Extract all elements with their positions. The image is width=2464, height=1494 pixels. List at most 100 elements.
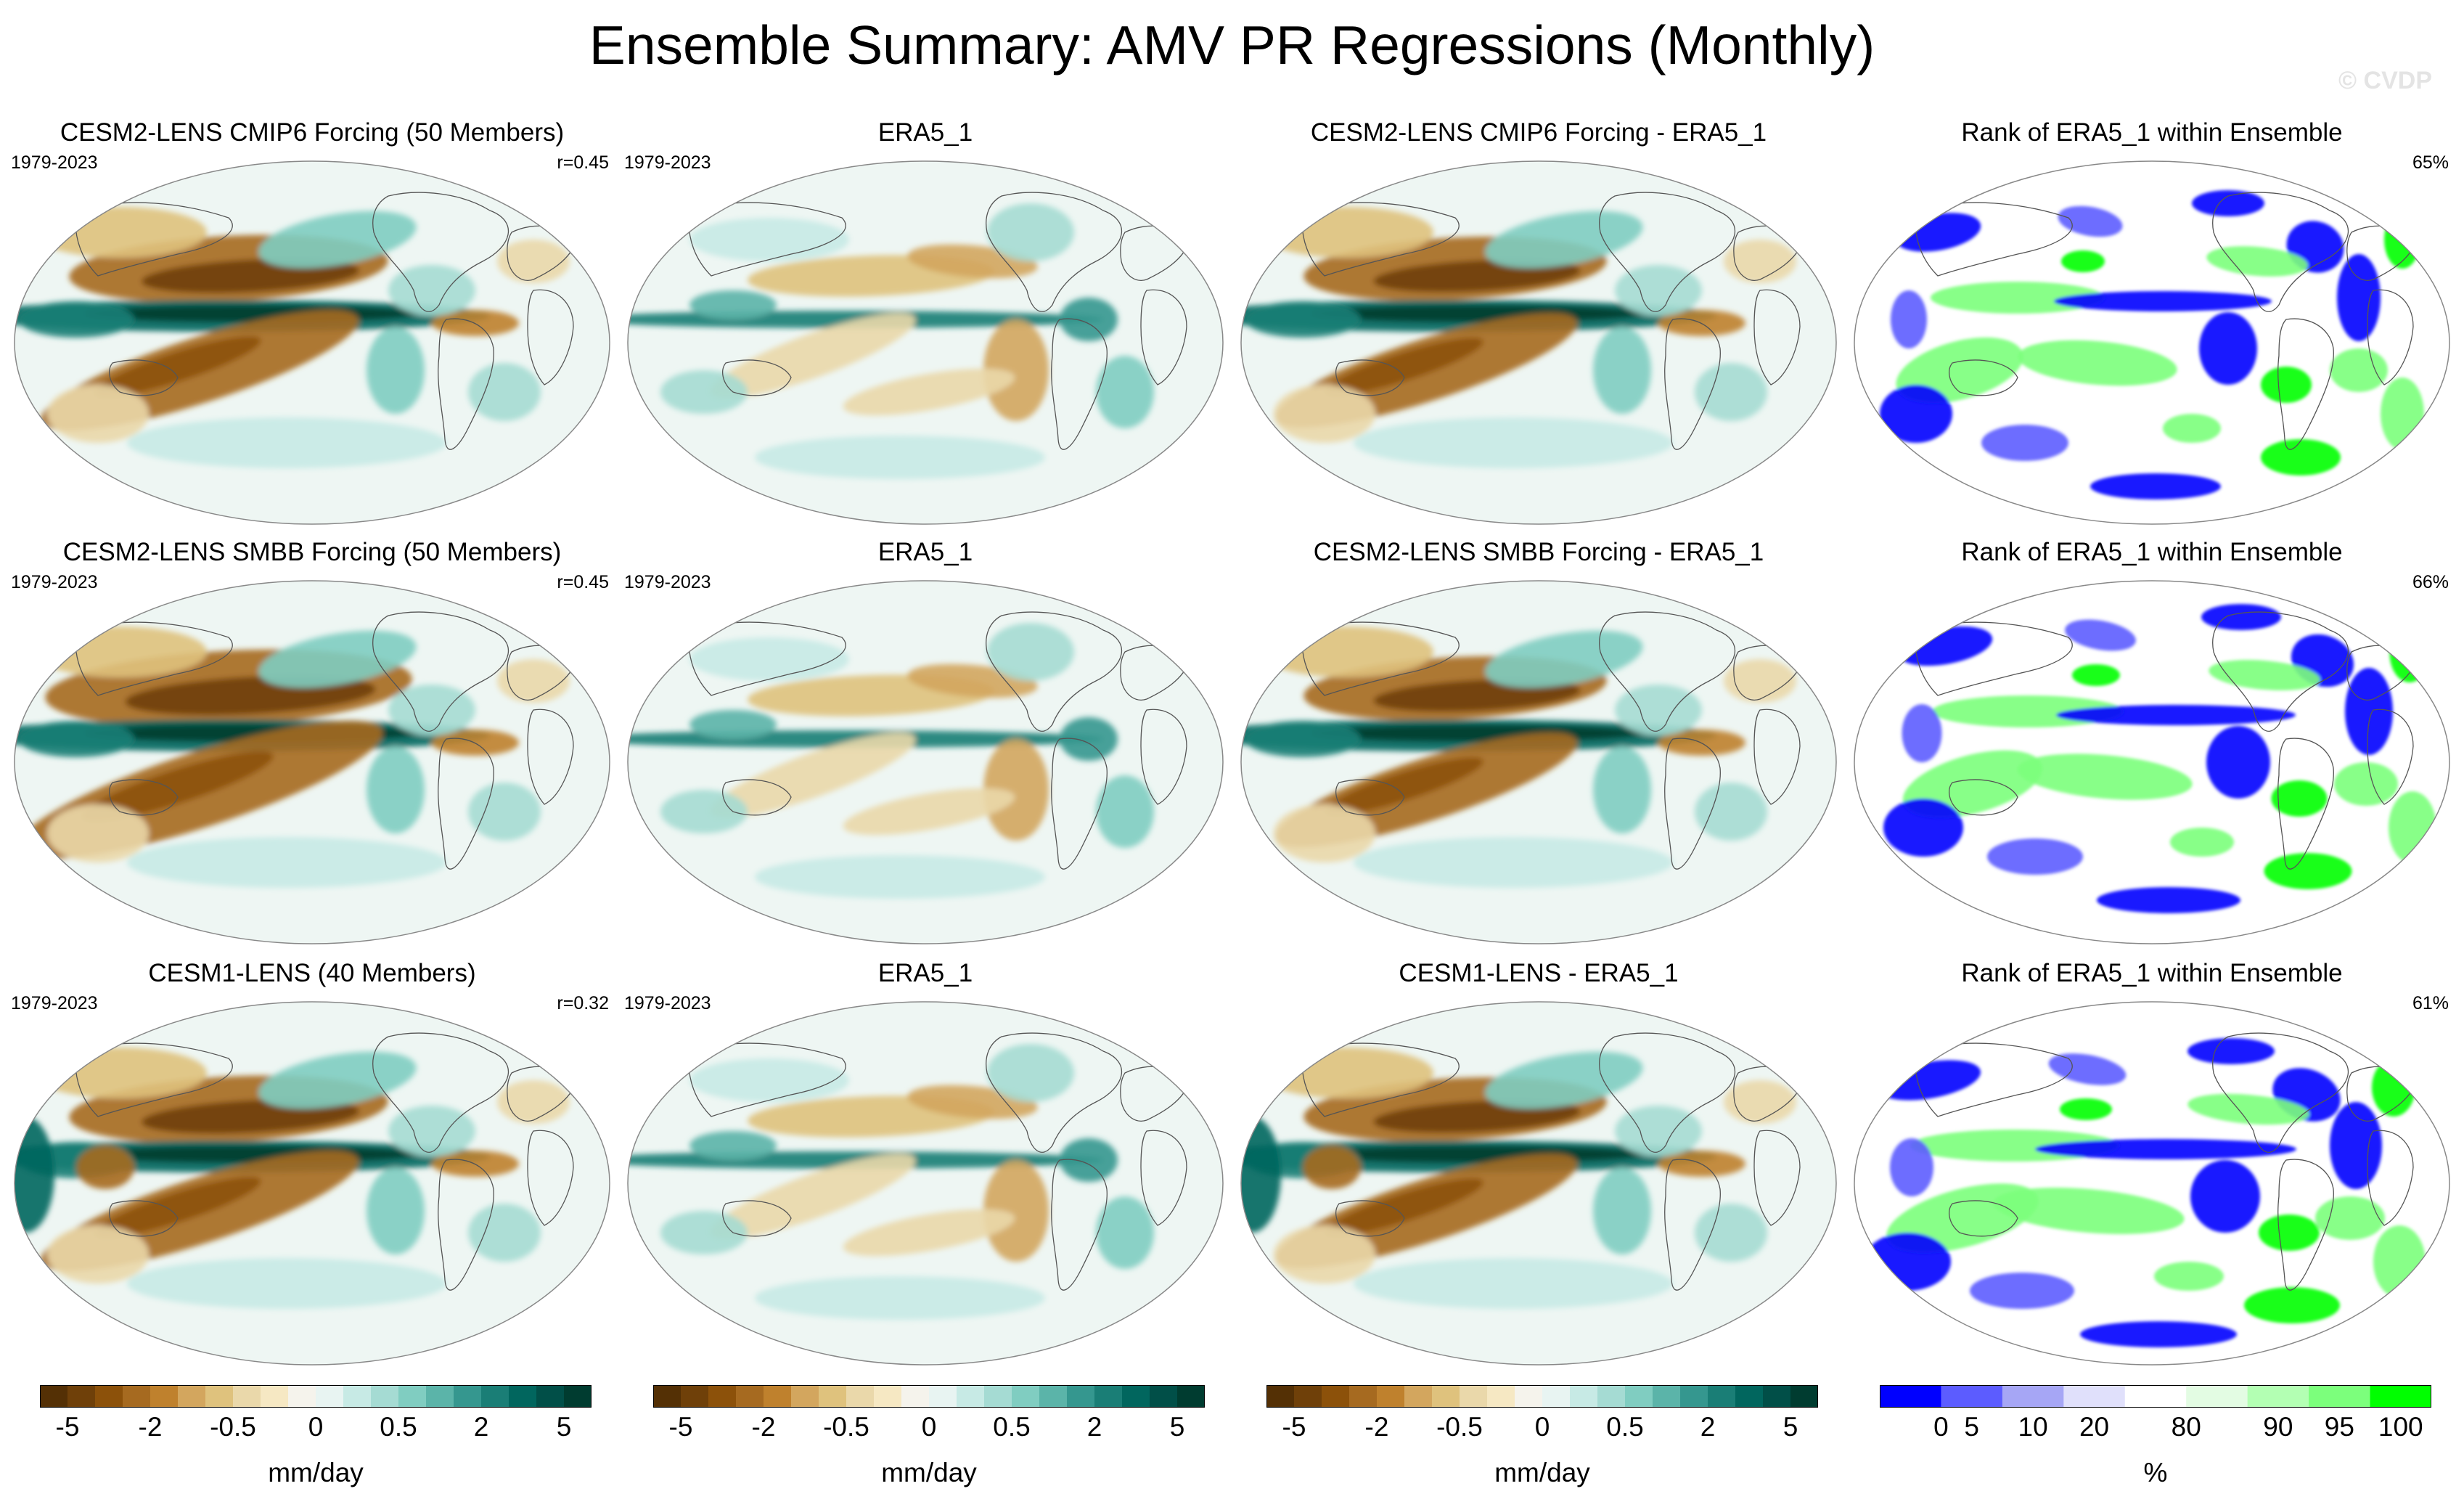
period-label: 1979-2023 [11,993,98,1013]
colorbar-swatch [178,1385,206,1407]
panel-title: ERA5_1 [877,118,973,147]
colorbar-swatch [371,1385,399,1407]
colorbar-units-label: % [2143,1458,2168,1487]
colorbar-swatch [426,1385,454,1407]
panel-obs-row3: ERA5_1 1979-2023 [624,957,1227,1374]
colorbar-tick-label: 0.5 [1606,1412,1643,1442]
colorbar-pr-col1: -5 -2 -0.5 0 0.5 2 5 mm/day [40,1385,592,1494]
colorbar-tick-label: 100 [2378,1412,2423,1442]
panel-ens-row3: CESM1-LENS (40 Members) 1979-2023 r=0.32 [11,957,613,1374]
colorbar-swatch [1150,1385,1178,1407]
colorbar-tick-label: 5 [1783,1412,1798,1442]
period-label: 1979-2023 [11,572,98,592]
colorbar-swatch [929,1385,957,1407]
colorbar-swatch [1349,1385,1378,1407]
colorbar-swatch [67,1385,96,1407]
colorbar-swatches: -5 -2 -0.5 0 0.5 2 5 [1266,1385,1818,1442]
panel-rank-row2: Rank of ERA5_1 within Ensemble 66% [1851,536,2453,953]
colorbar-tick-label: 0 [922,1412,937,1442]
period-label: 1979-2023 [624,993,711,1013]
colorbar-tick-label: -5 [669,1412,693,1442]
colorbar-swatch [536,1385,565,1407]
map-obs [627,580,1224,944]
pattern-correlation: r=0.45 [557,572,609,592]
colorbar-swatch [1012,1385,1040,1407]
colorbar-swatch [2063,1385,2126,1407]
colorbar-swatch [150,1385,179,1407]
colorbar-swatch [1294,1385,1322,1407]
colorbar-swatch [1763,1385,1791,1407]
colorbar-swatch [398,1385,427,1407]
colorbar-tick-label: 5 [557,1412,572,1442]
rank-percent: 65% [2412,152,2449,173]
panel-diff-row2: CESM2-LENS SMBB Forcing - ERA5_1 [1237,536,1840,953]
period-label: 1979-2023 [624,152,711,173]
colorbar-swatch [984,1385,1012,1407]
pattern-correlation: r=0.32 [557,993,609,1013]
colorbar-swatch [1515,1385,1543,1407]
colorbar-tick-label: 0 [1535,1412,1550,1442]
colorbar-swatch [1039,1385,1068,1407]
colorbar-swatch [1122,1385,1150,1407]
colorbar-swatch [343,1385,372,1407]
colorbar-tick-label: -2 [139,1412,163,1442]
panel-title: CESM2-LENS CMIP6 Forcing - ERA5_1 [1310,118,1767,147]
colorbar-swatch [1067,1385,1095,1407]
colorbar-swatch [564,1385,592,1407]
colorbar-swatch [764,1385,792,1407]
colorbar-tick-label: 20 [2079,1412,2109,1442]
panel-title: CESM2-LENS SMBB Forcing - ERA5_1 [1313,538,1764,566]
colorbar-tick-label: -2 [1365,1412,1389,1442]
figure-title: Ensemble Summary: AMV PR Regressions (Mo… [589,15,1875,75]
panel-title: ERA5_1 [877,959,973,987]
colorbar-swatch [1625,1385,1653,1407]
colorbar-swatch [1094,1385,1123,1407]
colorbar-swatch [2124,1385,2187,1407]
colorbar-swatch [1460,1385,1488,1407]
colorbar-tick-label: 90 [2263,1412,2293,1442]
panel-diff-row1: CESM2-LENS CMIP6 Forcing - ERA5_1 [1237,116,1840,534]
map-ens [14,1001,610,1366]
colorbar-swatch [1377,1385,1405,1407]
colorbar-tick-label: 2 [1087,1412,1102,1442]
colorbar-swatch [123,1385,151,1407]
colorbar-swatch [316,1385,344,1407]
colorbar-tick-label: 10 [2018,1412,2048,1442]
colorbar-swatch [708,1385,737,1407]
colorbar-swatch [1941,1385,2003,1407]
panel-rank-row3: Rank of ERA5_1 within Ensemble 61% [1851,957,2453,1374]
colorbar-rank: 0 5 10 20 80 90 95 100% [1880,1385,2431,1494]
panel-title: CESM1-LENS - ERA5_1 [1399,959,1679,987]
colorbar-swatches: -5 -2 -0.5 0 0.5 2 5 [653,1385,1205,1442]
colorbar-swatch [2309,1385,2371,1407]
colorbar-swatch [1266,1385,1295,1407]
colorbar-swatch [1542,1385,1571,1407]
pattern-correlation: r=0.45 [557,152,609,173]
colorbar-swatches: 0 5 10 20 80 90 95 100 [1880,1385,2431,1442]
colorbar-swatch [95,1385,123,1407]
colorbar-swatch [819,1385,847,1407]
colorbar-tick-label: 0.5 [380,1412,417,1442]
colorbar-swatch [791,1385,819,1407]
colorbar-swatch [874,1385,902,1407]
map-obs [627,1001,1224,1366]
cvdp-credit: © CVDP [2338,67,2432,94]
colorbar-swatch [288,1385,316,1407]
colorbar-tick-label: -5 [56,1412,80,1442]
colorbar-swatch [1790,1385,1818,1407]
colorbar-swatch [233,1385,261,1407]
panel-obs-row2: ERA5_1 1979-2023 [624,536,1227,953]
panel-diff-row3: CESM1-LENS - ERA5_1 [1237,957,1840,1374]
panel-title: CESM2-LENS CMIP6 Forcing (50 Members) [60,118,565,147]
colorbar-tick-label: 5 [1964,1412,1979,1442]
panel-rank-row1: Rank of ERA5_1 within Ensemble 65% [1851,116,2453,534]
map-diff [1240,580,1837,944]
colorbar-pr-col2: -5 -2 -0.5 0 0.5 2 5 mm/day [653,1385,1205,1494]
colorbar-swatch [1597,1385,1626,1407]
colorbar-swatches: -5 -2 -0.5 0 0.5 2 5 [40,1385,592,1442]
panel-title: CESM2-LENS SMBB Forcing (50 Members) [62,538,562,566]
colorbar-swatch [681,1385,709,1407]
colorbar-swatch [1322,1385,1350,1407]
colorbar-units-label: mm/day [1494,1458,1590,1487]
colorbar-swatch [454,1385,482,1407]
